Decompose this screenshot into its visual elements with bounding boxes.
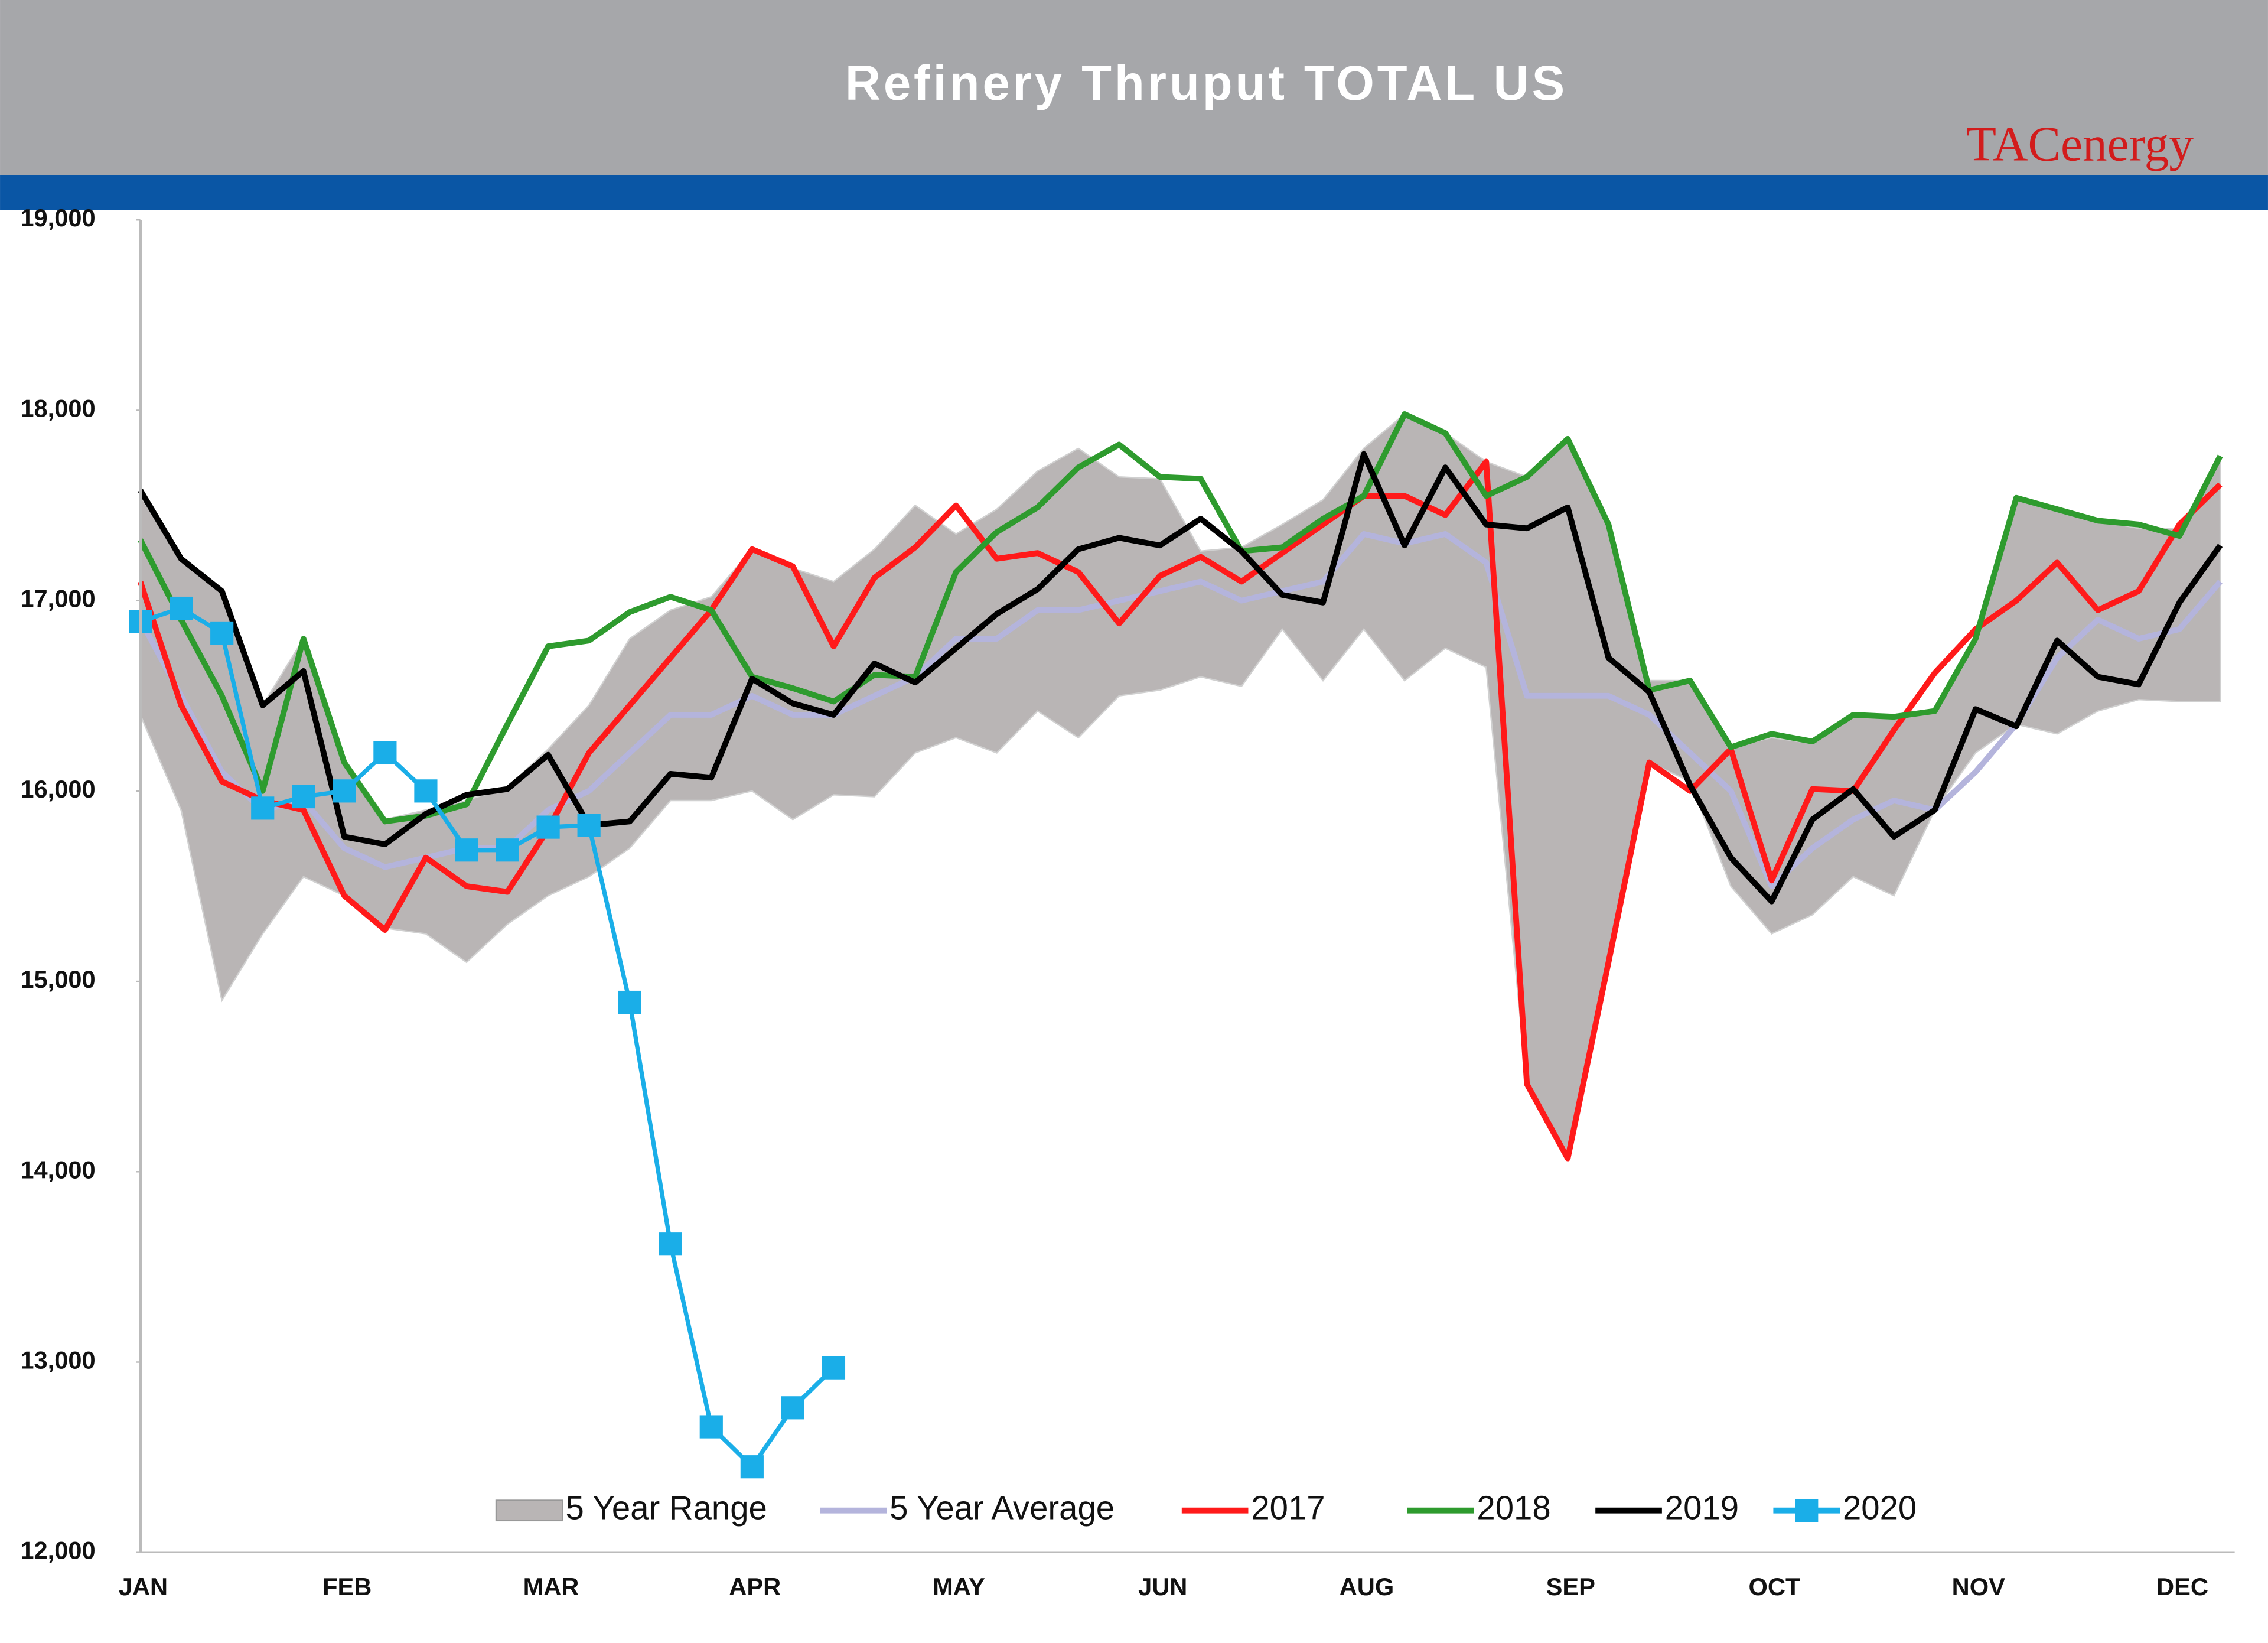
point-marker (373, 741, 397, 765)
point-marker (659, 1232, 682, 1256)
legend-swatch (495, 1499, 563, 1522)
chart-title: Refinery Thruput TOTAL US (845, 56, 1568, 110)
legend-label: 2020 (1843, 1489, 1917, 1527)
y-tick-label: 13,000 (20, 1346, 95, 1374)
point-marker (822, 1356, 846, 1380)
x-tick-label: JUN (1138, 1573, 1187, 1600)
y-tick-label: 19,000 (20, 204, 95, 232)
plot-area: 12,000 13,000 14,000 15,000 16,000 17,000 18,0… (20, 204, 2235, 1600)
x-tick-label: MAY (933, 1573, 985, 1600)
series-line (138, 451, 2223, 905)
point-marker (170, 596, 193, 620)
y-tick-label: 16,000 (20, 775, 95, 803)
point-marker (536, 815, 560, 839)
series-line (137, 458, 2223, 1162)
legend-label: 5 Year Range (566, 1489, 767, 1527)
legend-label: 2018 (1477, 1489, 1550, 1527)
point-marker (740, 1455, 764, 1479)
header-band (0, 0, 2268, 175)
point-marker (496, 838, 519, 862)
y-tick-label: 17,000 (20, 585, 95, 613)
legend-label: 5 Year Average (889, 1489, 1115, 1527)
x-tick-label: MAR (523, 1573, 579, 1600)
x-tick-label: AUG (1340, 1573, 1394, 1600)
legend-label: 2017 (1251, 1489, 1325, 1527)
y-tick-label: 15,000 (20, 965, 95, 993)
point-marker (618, 990, 641, 1014)
x-tick-label: FEB (322, 1573, 372, 1600)
x-tick-label: OCT (1749, 1573, 1801, 1600)
point-marker (781, 1396, 804, 1420)
x-tick-label: NOV (1952, 1573, 2005, 1600)
legend-marker (1795, 1499, 1819, 1522)
point-marker (414, 779, 438, 803)
point-marker (292, 785, 315, 809)
x-tick-label: JAN (119, 1573, 168, 1600)
y-tick-label: 12,000 (20, 1537, 95, 1564)
x-tick-label: APR (729, 1573, 781, 1600)
point-marker (699, 1415, 723, 1439)
y-tick-label: 14,000 (20, 1156, 95, 1183)
x-tick-label: DEC (2156, 1573, 2208, 1600)
header-stripe (0, 175, 2268, 210)
point-marker (455, 838, 478, 862)
point-marker (333, 779, 356, 803)
x-tick-label: SEP (1546, 1573, 1595, 1600)
series-line (138, 411, 2223, 825)
y-tick-label: 18,000 (20, 394, 95, 422)
logo: TACenergy (1966, 117, 2194, 171)
point-marker (577, 814, 601, 837)
range-area (139, 413, 2221, 1155)
point-marker (251, 796, 275, 820)
legend-label: 2019 (1665, 1489, 1739, 1527)
point-marker (210, 621, 234, 645)
